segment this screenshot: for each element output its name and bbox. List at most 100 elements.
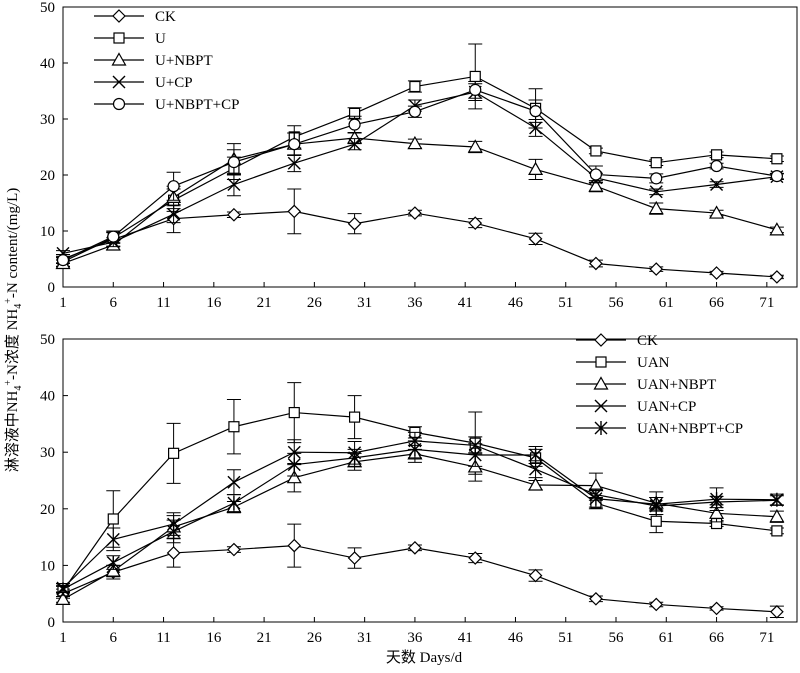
x-tick-label: 36	[407, 630, 423, 646]
legend: CK U U+NBPT U+CP U+NBPT+CP	[94, 9, 239, 113]
data-point	[409, 80, 421, 93]
data-point	[467, 139, 483, 153]
y-tick-label: 40	[40, 56, 55, 72]
y-tick-label: 0	[48, 615, 56, 631]
data-point	[287, 204, 302, 219]
x-tick-label: 31	[357, 295, 372, 311]
data-point	[648, 200, 664, 215]
data-point	[650, 157, 662, 169]
data-point	[166, 546, 181, 560]
series-line	[62, 448, 777, 590]
y-label-part-3: -N content/(mg/L)	[5, 188, 21, 298]
data-point	[769, 509, 785, 523]
data-point	[408, 105, 422, 118]
data-point	[407, 135, 423, 150]
data-point	[588, 178, 604, 192]
data-point	[287, 156, 301, 170]
data-point	[650, 172, 663, 185]
data-point	[167, 524, 181, 539]
x-tick-label: 1	[59, 630, 67, 646]
data-point	[227, 496, 241, 511]
data-point	[288, 406, 300, 419]
data-point	[589, 256, 603, 271]
series-line	[62, 91, 777, 254]
y-label-sub-1: 4	[13, 386, 24, 391]
data-point	[286, 469, 302, 484]
x-tick-label: 6	[110, 630, 118, 646]
series-line	[62, 440, 777, 589]
data-point	[710, 178, 724, 192]
data-point	[650, 515, 662, 527]
data-point	[287, 445, 301, 459]
x-tick-label: 26	[307, 295, 323, 311]
y-tick-label: 20	[40, 502, 55, 518]
data-point	[769, 222, 785, 236]
data-point	[227, 475, 241, 489]
data-point	[649, 262, 664, 276]
x-tick-label: 11	[156, 630, 170, 646]
legend-marker	[112, 75, 126, 89]
data-point	[649, 185, 663, 199]
data-point	[528, 568, 543, 583]
data-point	[56, 582, 70, 597]
legend-marker	[112, 97, 126, 111]
data-point	[710, 149, 723, 161]
x-tick-label: 41	[458, 295, 473, 311]
x-tick-label: 71	[759, 295, 774, 311]
y-label-part-2: -N浓度 NH	[4, 309, 21, 380]
data-point	[348, 118, 361, 131]
data-point	[469, 70, 481, 83]
data-point	[106, 555, 120, 570]
data-point	[106, 532, 120, 546]
data-point	[348, 137, 362, 151]
plot-frame	[62, 338, 798, 623]
data-point	[348, 411, 361, 423]
data-point	[529, 462, 543, 476]
data-point	[589, 491, 603, 506]
x-tick-label: 11	[156, 295, 170, 311]
y-label-sup-1: +	[3, 380, 14, 386]
data-point	[709, 205, 725, 219]
x-tick-label: 51	[558, 630, 573, 646]
data-point	[227, 207, 241, 222]
y-label-part-1: 淋溶液中NH	[4, 390, 21, 472]
y-tick-label: 0	[48, 280, 56, 296]
y-label-sup-2: +	[3, 298, 14, 304]
y-tick-label: 10	[40, 558, 55, 574]
data-point	[347, 551, 362, 565]
data-point	[770, 604, 784, 619]
y-label-sub-2: 4	[13, 304, 24, 309]
legend-label: CK	[637, 333, 658, 349]
data-point	[408, 541, 422, 555]
data-point	[468, 216, 483, 231]
data-point	[408, 442, 422, 457]
legend-marker	[594, 399, 608, 413]
data-point	[590, 145, 602, 157]
y-tick-label: 20	[40, 168, 55, 184]
data-point	[528, 477, 544, 491]
data-point	[649, 597, 664, 612]
series-line	[62, 411, 777, 592]
data-point	[709, 266, 724, 280]
series-line	[62, 89, 777, 261]
data-point	[770, 270, 784, 284]
plot-frame	[62, 6, 798, 288]
x-tick-label: 6	[110, 295, 118, 311]
y-tick-label: 50	[40, 332, 55, 348]
y-tick-label: 40	[40, 389, 55, 405]
legend-label: UAN+CP	[637, 399, 696, 415]
data-point	[167, 180, 180, 193]
legend-marker	[593, 376, 609, 390]
data-point	[288, 138, 301, 151]
y-tick-label: 30	[40, 445, 55, 461]
x-tick-label: 21	[257, 630, 272, 646]
x-tick-label: 41	[458, 630, 473, 646]
series-uan-nbpt-cp	[56, 440, 784, 597]
x-tick-label: 1	[59, 295, 67, 311]
x-tick-label: 51	[558, 295, 573, 311]
x-tick-label: 46	[508, 295, 524, 311]
x-tick-label: 46	[508, 630, 524, 646]
data-point	[529, 105, 542, 118]
y-tick-label: 30	[40, 112, 55, 128]
